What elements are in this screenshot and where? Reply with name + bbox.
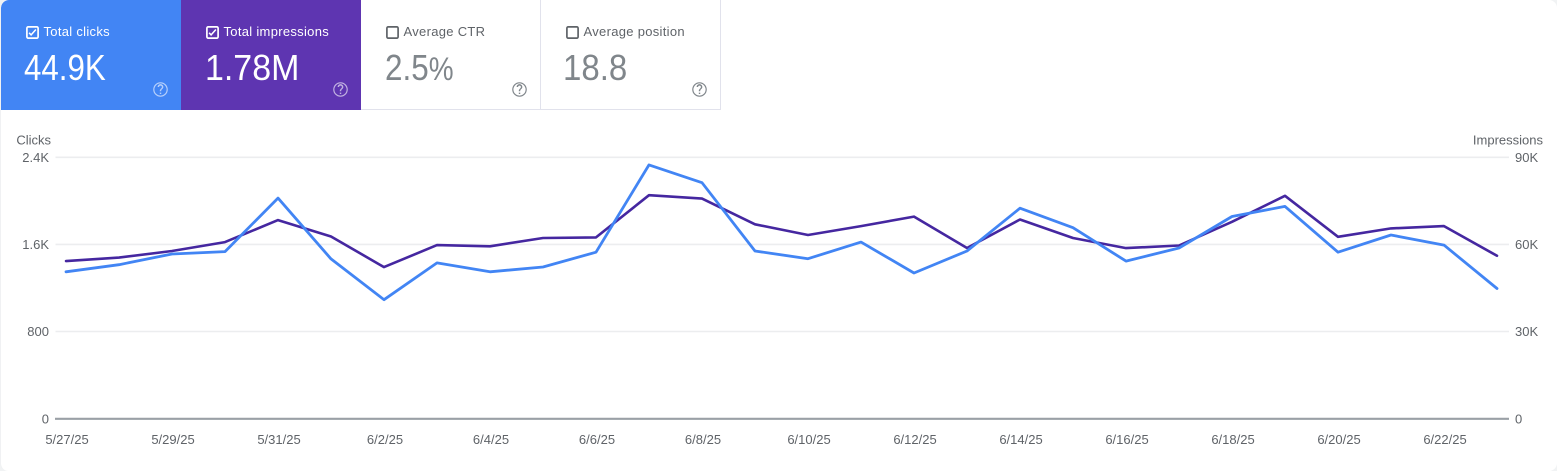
svg-text:6/8/25: 6/8/25: [685, 432, 721, 447]
svg-text:6/6/25: 6/6/25: [579, 432, 615, 447]
svg-text:5/27/25: 5/27/25: [45, 432, 88, 447]
svg-text:90K: 90K: [1515, 150, 1538, 165]
svg-text:0: 0: [1515, 412, 1522, 427]
svg-text:6/20/25: 6/20/25: [1317, 432, 1360, 447]
svg-text:6/22/25: 6/22/25: [1423, 432, 1466, 447]
svg-text:6/10/25: 6/10/25: [787, 432, 830, 447]
svg-text:60K: 60K: [1515, 237, 1538, 252]
svg-text:0: 0: [42, 412, 49, 427]
svg-text:30K: 30K: [1515, 324, 1538, 339]
svg-text:6/4/25: 6/4/25: [473, 432, 509, 447]
svg-text:2.4K: 2.4K: [22, 150, 49, 165]
svg-text:6/14/25: 6/14/25: [999, 432, 1042, 447]
svg-text:5/29/25: 5/29/25: [151, 432, 194, 447]
svg-text:5/31/25: 5/31/25: [257, 432, 300, 447]
svg-text:Clicks: Clicks: [16, 133, 51, 148]
svg-text:1.6K: 1.6K: [22, 237, 49, 252]
svg-text:6/12/25: 6/12/25: [893, 432, 936, 447]
svg-text:Impressions: Impressions: [1473, 133, 1544, 148]
svg-text:6/18/25: 6/18/25: [1211, 432, 1254, 447]
svg-text:6/16/25: 6/16/25: [1105, 432, 1148, 447]
svg-text:6/2/25: 6/2/25: [367, 432, 403, 447]
svg-text:800: 800: [27, 324, 49, 339]
